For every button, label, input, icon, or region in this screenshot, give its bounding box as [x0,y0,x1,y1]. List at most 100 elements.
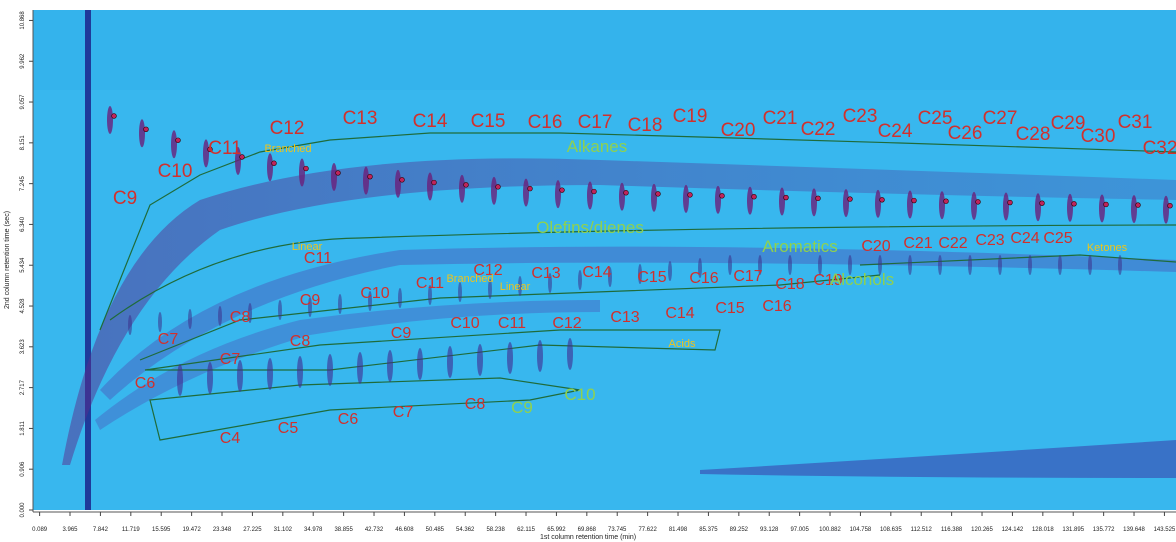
peak-marker [527,185,533,192]
peak-marker [943,198,949,204]
carbon-label: C15 [471,111,506,132]
peak-streak [811,188,817,217]
peak-marker [239,154,245,160]
baseline-band [700,440,1176,478]
x-tick-label: 77.622 [638,527,657,533]
peak-streak [908,255,912,275]
y-tick-label: 6.340 [20,216,26,232]
peak-marker [271,160,277,166]
group-label: Acids [669,338,696,350]
peak-streak [1028,255,1032,275]
x-tick-label: 19.472 [182,527,201,533]
peak-marker [1007,199,1013,206]
carbon-label: C6 [135,375,156,392]
y-tick-label: 10.868 [20,11,26,30]
peak-streak [338,294,342,314]
peak-streak [363,166,369,195]
x-tick-label: 131.895 [1062,527,1084,533]
group-label: C10 [564,385,595,404]
peak-streak [608,267,612,287]
carbon-label: C10 [450,315,479,332]
peak-streak [578,270,582,290]
x-axis-title: 1st column retention time (min) [540,534,636,541]
carbon-label: C19 [813,272,842,289]
peak-marker [623,190,629,196]
plot-shade [33,10,1176,90]
carbon-label: C24 [878,121,913,142]
peak-streak [171,130,177,159]
peak-streak [398,288,402,308]
peak-streak [1131,195,1137,224]
x-tick-label: 46.608 [395,527,414,533]
peak-marker [431,179,437,186]
carbon-label: C26 [948,123,983,144]
peak-streak [548,273,552,293]
peak-marker [975,199,981,205]
peak-streak [683,184,689,213]
carbon-label: C12 [270,118,305,139]
x-tick-label: 135.772 [1093,527,1115,533]
peak-marker [879,197,885,203]
peak-marker [111,113,117,119]
carbon-label: C12 [473,262,502,279]
peak-streak [555,180,561,209]
peak-streak [387,350,393,382]
carbon-label: C15 [715,300,744,317]
peak-streak [447,346,453,378]
peak-streak [939,191,945,220]
carbon-label: C4 [220,430,241,447]
x-tick-label: 104.758 [850,527,872,533]
peak-streak [779,187,785,216]
peak-streak [848,255,852,275]
carbon-label: C14 [665,305,694,322]
x-tick-label: 27.225 [243,527,262,533]
peak-streak [758,255,762,275]
peak-streak [998,255,1002,275]
carbon-label: C16 [762,298,791,315]
group-label: Branched [446,273,493,285]
carbon-label: C11 [498,315,526,332]
peak-streak [968,255,972,275]
peak-streak [368,291,372,311]
carbon-label: C14 [413,111,448,132]
carbon-label: C21 [903,235,932,252]
carbon-label: C5 [278,420,299,437]
carbon-label: C21 [763,108,798,129]
carbon-label: C11 [304,250,332,267]
peak-marker [1103,201,1109,208]
y-tick-label: 9.962 [20,53,26,69]
peak-streak [537,340,543,372]
peak-marker [911,197,917,204]
peak-streak [267,358,273,390]
carbon-label: C13 [343,108,378,129]
peak-streak [207,362,213,394]
peak-streak [651,183,657,212]
peak-streak [128,315,132,335]
peak-marker [1167,203,1173,209]
peak-streak [139,119,145,148]
carbon-label: C18 [775,276,804,293]
carbon-label: C32 [1143,138,1176,159]
peak-streak [818,255,822,275]
peak-streak [458,282,462,302]
peak-streak [428,285,432,305]
carbon-label: C6 [338,411,359,428]
x-tick-label: 100.882 [819,527,841,533]
x-tick-label: 81.498 [669,527,688,533]
peak-marker [175,137,181,143]
x-tick-label: 97.005 [790,527,809,533]
y-tick-label: 5.434 [20,257,26,273]
peak-streak [459,174,465,203]
x-tick-label: 54.362 [456,527,475,533]
peak-marker [815,195,821,202]
carbon-label: C17 [578,112,613,133]
group-label: Branched [264,143,311,155]
x-tick-label: 116.388 [941,527,963,533]
peak-streak [1163,195,1169,224]
peak-streak [1058,255,1062,275]
peak-streak [1035,193,1041,222]
peak-streak [668,261,672,281]
carbon-label: C30 [1081,126,1116,147]
peak-streak [427,172,433,201]
